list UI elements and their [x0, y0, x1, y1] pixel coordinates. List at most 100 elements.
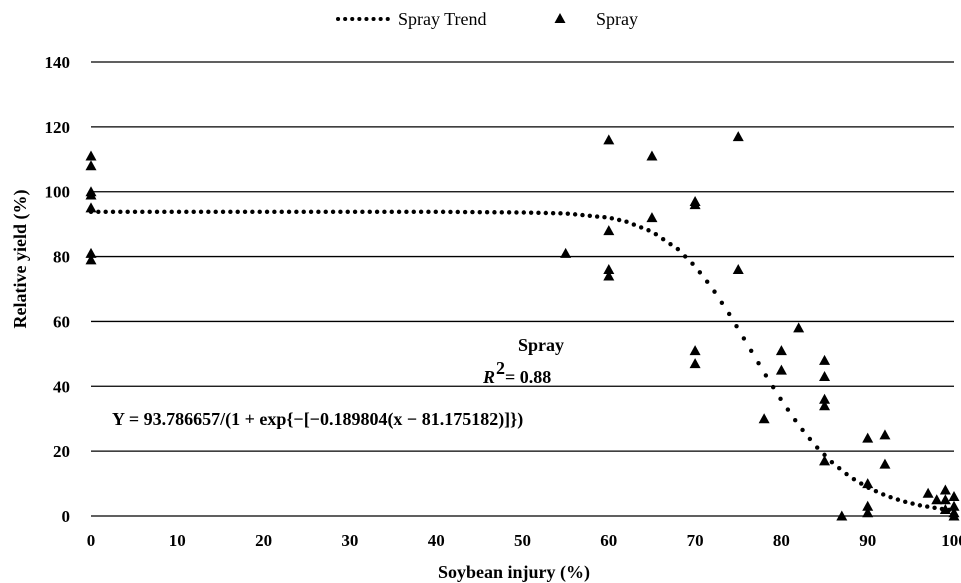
data-point-marker — [560, 247, 572, 258]
trend-dot — [147, 209, 152, 215]
trend-dot — [264, 209, 270, 215]
trend-dot — [316, 209, 321, 215]
trend-dot — [565, 211, 571, 216]
trend-dot — [726, 311, 732, 317]
data-point-marker — [819, 393, 831, 404]
data-point-marker — [732, 131, 744, 142]
data-point-marker — [646, 212, 658, 223]
trend-dot — [206, 209, 211, 215]
x-tick-label: 50 — [514, 531, 531, 550]
x-tick-label: 60 — [600, 531, 617, 550]
trend-dot — [851, 476, 857, 482]
data-point-marker — [819, 400, 831, 411]
data-point-marker — [85, 150, 97, 161]
x-tick-label: 100 — [941, 531, 961, 550]
trend-dot — [418, 209, 424, 215]
trend-dot — [213, 209, 218, 215]
trend-dot — [778, 396, 783, 402]
trend-dot — [741, 336, 747, 341]
data-point-marker — [775, 364, 787, 375]
annotation-equation: Y = 93.786657/(1 + exp{−[−0.189804(x − 8… — [112, 409, 523, 430]
trend-dot — [624, 219, 629, 224]
trend-dot — [690, 261, 695, 266]
annotation-r-superscript: 2 — [496, 358, 505, 378]
trend-dot — [118, 209, 123, 215]
data-point-marker — [603, 225, 615, 236]
x-tick-label: 10 — [169, 531, 186, 550]
trend-dot — [785, 407, 791, 412]
trend-dot — [272, 209, 277, 215]
trend-dot — [580, 212, 585, 218]
trend-dot — [426, 209, 431, 215]
data-point-marker — [85, 202, 97, 213]
data-point-marker — [948, 491, 960, 502]
trend-dot — [308, 209, 314, 215]
legend-triangle-marker — [554, 13, 566, 23]
data-point-marker — [689, 345, 701, 356]
annotation-r2-value: = 0.88 — [505, 367, 551, 387]
y-tick-label: 140 — [45, 53, 71, 72]
trend-dot — [470, 209, 475, 215]
x-tick-label: 90 — [859, 531, 876, 550]
data-point-marker — [85, 254, 97, 265]
annotations: Spray R 2 = 0.88 Y = 93.786657/(1 + exp{… — [112, 335, 564, 430]
data-point-marker — [775, 345, 787, 356]
trend-dot — [763, 373, 769, 378]
data-point-marker — [939, 494, 951, 505]
trend-dot — [411, 209, 416, 215]
trend-dot — [374, 209, 380, 215]
trend-dot — [514, 210, 519, 215]
trend-dot — [477, 209, 482, 215]
data-point-marker — [819, 455, 831, 466]
data-markers — [85, 131, 960, 521]
trend-dot — [704, 279, 710, 284]
data-point-marker — [603, 264, 615, 275]
trend-dot — [521, 210, 526, 215]
data-point-marker — [793, 322, 805, 333]
trend-dot — [440, 209, 446, 215]
y-axis-title: Relative yield (%) — [10, 190, 31, 329]
y-tick-label: 100 — [45, 183, 71, 202]
data-point-marker — [879, 458, 891, 469]
trend-dot — [616, 217, 622, 223]
trend-dot — [638, 225, 644, 230]
trend-dot — [844, 471, 849, 477]
x-tick-label: 40 — [428, 531, 445, 550]
trend-dot — [675, 246, 681, 252]
trend-dot — [925, 504, 930, 509]
trend-dot — [235, 209, 240, 215]
gridlines — [91, 61, 954, 517]
trend-dot — [499, 210, 504, 215]
trend-dot — [660, 236, 666, 242]
trend-dot — [536, 210, 541, 216]
x-tick-label: 0 — [87, 531, 96, 550]
data-point-marker — [85, 160, 97, 171]
trend-dot — [609, 216, 615, 221]
annotation-series-label: Spray — [518, 335, 564, 355]
trend-dot — [242, 209, 248, 215]
data-point-marker — [646, 150, 658, 161]
trend-dot — [668, 241, 673, 247]
data-point-marker — [819, 371, 831, 382]
trend-dot — [154, 209, 160, 215]
trend-dot — [286, 209, 292, 215]
legend: Spray Trend Spray — [336, 9, 638, 29]
data-point-marker — [948, 500, 960, 511]
trend-dot — [220, 209, 226, 215]
trend-dot — [162, 209, 167, 215]
legend-label-trend: Spray Trend — [398, 9, 487, 29]
data-point-marker — [85, 186, 97, 197]
trend-dot — [140, 209, 145, 215]
trend-dot — [793, 418, 798, 423]
trend-dot — [382, 209, 387, 215]
trend-dot — [572, 212, 578, 217]
trend-dot — [822, 452, 827, 458]
trend-dot — [815, 445, 820, 450]
data-point-marker — [689, 358, 701, 369]
data-point-marker — [836, 510, 848, 521]
trend-dot — [367, 209, 372, 215]
y-tick-label: 40 — [53, 377, 70, 396]
y-tick-label: 80 — [53, 248, 70, 267]
x-tick-label: 80 — [773, 531, 790, 550]
